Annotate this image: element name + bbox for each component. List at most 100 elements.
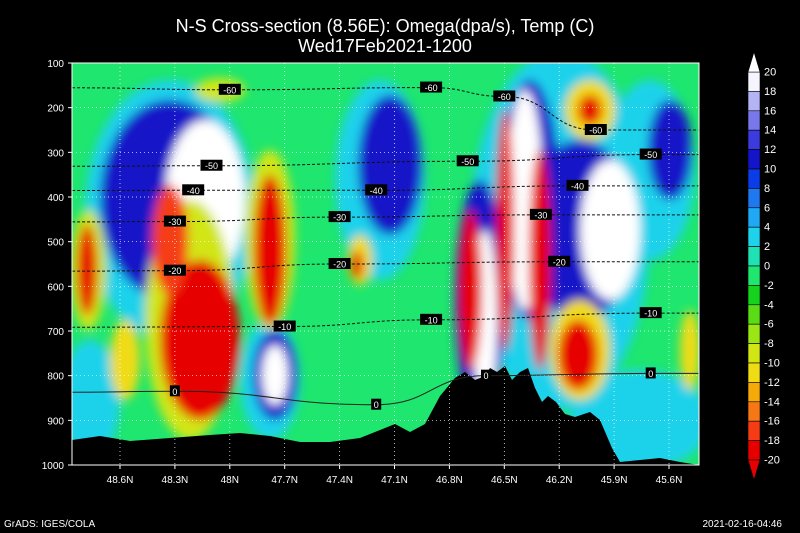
colorbar-swatch xyxy=(747,401,761,422)
colorbar-label: -14 xyxy=(764,396,780,408)
isotherm-label: -10 xyxy=(644,309,657,319)
isotherm-label: -60 xyxy=(425,83,438,93)
x-axis: 48.6N 48.3N 48N 47.7N 47.4N 47.1N 46.8N 46.5N 46… xyxy=(107,465,683,486)
colorbar-swatch xyxy=(747,362,761,383)
colorbar-top-arrow xyxy=(747,50,761,73)
field-red-region xyxy=(254,175,286,325)
colorbar-label: 12 xyxy=(764,144,776,156)
isotherm-label: -40 xyxy=(370,186,383,196)
isotherm-label: -50 xyxy=(205,161,218,171)
x-tick-label: 46.8N xyxy=(436,475,463,486)
x-tick-label: 45.6N xyxy=(656,475,683,486)
isotherm-label: -50 xyxy=(461,157,474,167)
colorbar-swatch xyxy=(747,110,761,131)
isotherm-label: -60 xyxy=(589,126,602,136)
colorbar-label: -2 xyxy=(764,280,774,292)
isotherm-labels: -60 -60 -60 -60 -50 -50 -50 -40 -40 -40 -30 -30 -30 -… xyxy=(163,81,662,410)
isotherm-label-bg xyxy=(481,369,491,381)
colorbar-swatch xyxy=(747,149,761,170)
isotherm-label-bg xyxy=(645,367,656,379)
colorbar-label: -16 xyxy=(764,416,780,428)
field-red-region xyxy=(458,210,482,370)
y-tick-label: 100 xyxy=(47,59,64,70)
isotherm-label-bg xyxy=(163,215,186,227)
colorbar-swatch xyxy=(747,168,761,189)
colorbar-label: -20 xyxy=(764,455,780,467)
colorbar-swatch xyxy=(747,226,761,247)
grid-lines xyxy=(72,63,699,465)
isotherm-label: -20 xyxy=(168,266,181,276)
isotherm-label-bg xyxy=(365,184,388,196)
isotherm-label: -40 xyxy=(571,181,584,191)
colorbar-label: 2 xyxy=(764,241,770,253)
isotherm-label: -30 xyxy=(534,210,547,220)
x-tick-label: 47.4N xyxy=(326,475,353,486)
colorbar-label: 16 xyxy=(764,105,776,117)
isotherm-line xyxy=(71,87,699,131)
chart-subtitle: Wed17Feb2021-1200 xyxy=(298,36,472,56)
isotherm-label: -10 xyxy=(425,315,438,325)
y-tick-label: 800 xyxy=(47,372,64,383)
isotherm-label-bg xyxy=(328,258,351,269)
y-axis: 100 200 300 400 500 600 700 800 900 1000 xyxy=(42,59,72,472)
colorbar-swatch xyxy=(747,207,761,228)
colorbar-swatch xyxy=(747,343,761,364)
isotherm-label-bg xyxy=(639,148,662,160)
field-red-region xyxy=(152,185,188,295)
field-red-region xyxy=(77,225,97,315)
footer-timestamp: 2021-02-16-04:46 xyxy=(702,519,782,530)
isotherm-label-bg xyxy=(328,211,351,223)
terrain-mask xyxy=(72,366,699,465)
plot-frame xyxy=(71,62,700,466)
isotherm-label: -30 xyxy=(333,213,346,223)
isotherm-line xyxy=(71,154,699,167)
isotherm-label: -40 xyxy=(187,186,200,196)
omega-field xyxy=(72,63,699,465)
isotherm-label-bg xyxy=(371,398,382,410)
isotherm-label-bg xyxy=(169,385,180,397)
chart-title: N-S Cross-section (8.56E): Omega(dpa/s),… xyxy=(175,16,595,36)
field-red-region xyxy=(578,95,602,125)
x-tick-label: 48.3N xyxy=(162,475,189,486)
colorbar-label: -4 xyxy=(764,299,774,311)
isotherm-label: -10 xyxy=(278,322,291,332)
isotherm-label-bg xyxy=(163,264,186,276)
field-red-region xyxy=(558,320,598,390)
colorbar-label: -10 xyxy=(764,358,780,370)
isotherm-line xyxy=(71,312,699,328)
isotherm-label: 0 xyxy=(648,369,653,379)
colorbar-swatch xyxy=(747,323,761,344)
colorbar-label: 4 xyxy=(764,222,770,234)
colorbar-label: 10 xyxy=(764,164,776,176)
isotherm-label: 0 xyxy=(483,371,488,381)
colorbar-swatch xyxy=(747,188,761,209)
colorbar-bottom-arrow xyxy=(747,459,761,482)
colorbar-label: 18 xyxy=(764,86,776,98)
isotherm-label: 0 xyxy=(172,387,177,397)
colorbar-swatch xyxy=(747,304,761,325)
y-tick-label: 600 xyxy=(47,282,64,293)
x-tick-label: 48N xyxy=(221,475,239,486)
isotherm-label-bg xyxy=(182,184,205,196)
y-tick-label: 700 xyxy=(47,327,64,338)
field-red-region xyxy=(351,251,363,279)
x-tick-label: 47.7N xyxy=(271,475,298,486)
isotherm-label: -50 xyxy=(644,150,657,160)
colorbar-label: -8 xyxy=(764,338,774,350)
footer-credit: GrADS: IGES/COLA xyxy=(4,519,96,530)
colorbar-swatch xyxy=(747,285,761,306)
colorbar-label: 0 xyxy=(764,261,770,273)
field-red-region xyxy=(496,110,514,350)
y-tick-label: 1000 xyxy=(42,461,65,472)
y-tick-label: 900 xyxy=(47,416,64,427)
field-red-region xyxy=(529,150,551,370)
colorbar-label: 20 xyxy=(764,67,776,79)
colorbar-label: -18 xyxy=(764,435,780,447)
isotherm-label-bg xyxy=(456,155,479,167)
isotherm-label-bg xyxy=(566,179,589,191)
colorbar-swatch xyxy=(747,129,761,150)
isotherm-label: -60 xyxy=(223,85,236,95)
colorbar-swatch xyxy=(747,71,761,92)
colorbar-label: 8 xyxy=(764,183,770,195)
isotherm-label-bg xyxy=(639,307,662,319)
